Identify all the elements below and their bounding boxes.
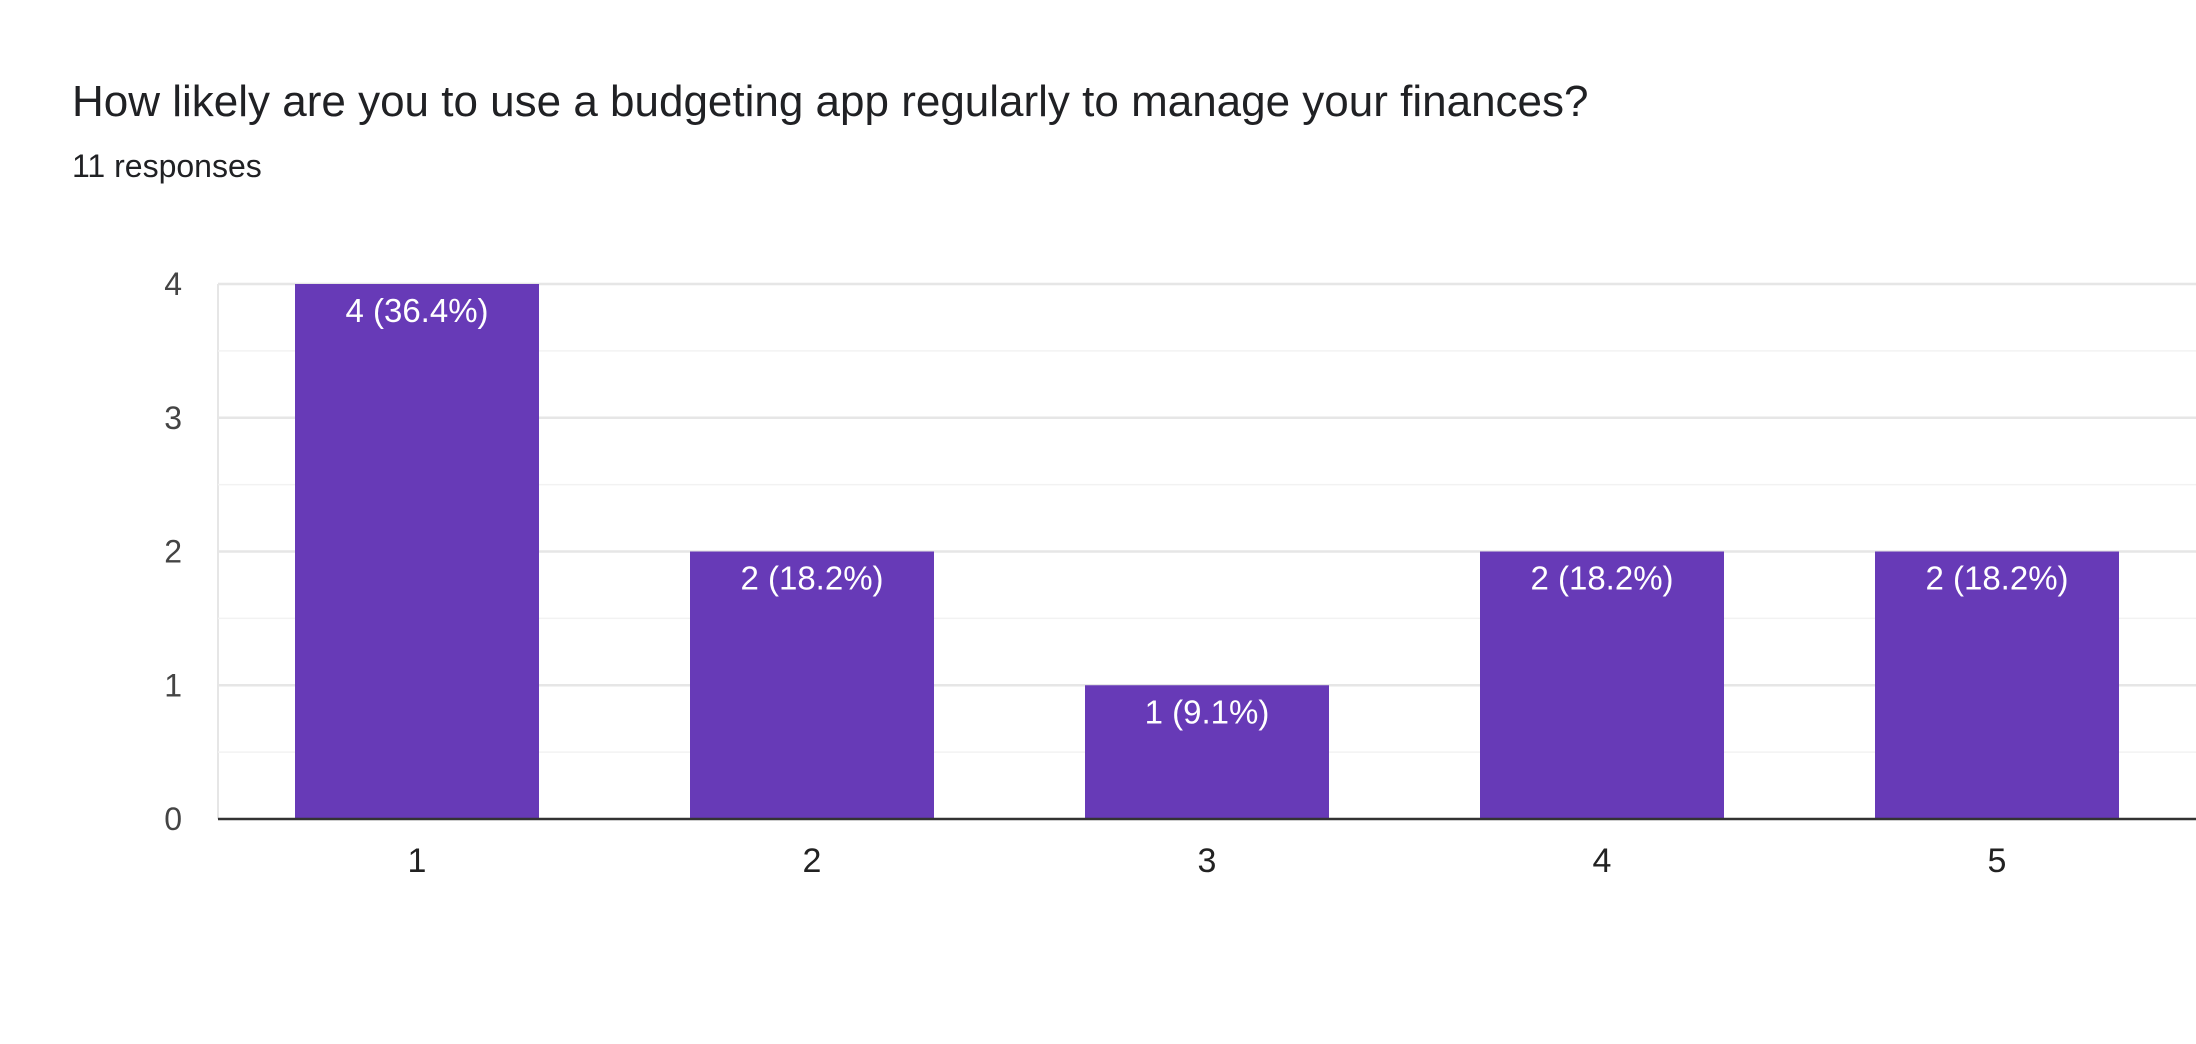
y-tick-label: 4 (164, 266, 182, 302)
grid-lines (217, 282, 2196, 819)
y-tick-label: 0 (164, 801, 182, 837)
x-axis-ticks: 1 2 3 4 5 (408, 842, 2007, 880)
x-tick-label: 1 (408, 842, 427, 880)
bar-3 (1085, 685, 1329, 819)
bar-data-label: 2 (18.2%) (1925, 560, 2068, 597)
y-tick-label: 1 (164, 667, 182, 703)
bar-2 (690, 551, 934, 819)
bar-data-label: 4 (36.4%) (345, 292, 488, 329)
bar-data-label: 2 (18.2%) (1530, 560, 1673, 597)
x-tick-label: 3 (1198, 842, 1217, 880)
bar-4 (1480, 551, 1724, 819)
bar-1 (295, 284, 539, 819)
bar-data-label: 1 (9.1%) (1145, 693, 1270, 730)
response-count: 11 responses (72, 148, 262, 184)
y-tick-label: 3 (164, 400, 182, 436)
x-tick-label: 4 (1593, 842, 1612, 880)
bar-5 (1875, 551, 2119, 819)
bars (295, 284, 2119, 819)
y-tick-label: 2 (164, 534, 182, 570)
x-tick-label: 5 (1988, 842, 2007, 880)
x-tick-label: 2 (803, 842, 822, 880)
y-axis-ticks: 0 1 2 3 4 (164, 266, 182, 837)
chart-title: How likely are you to use a budgeting ap… (72, 77, 1589, 126)
bar-data-label: 2 (18.2%) (740, 560, 883, 597)
bar-data-labels: 4 (36.4%) 2 (18.2%) 1 (9.1%) 2 (18.2%) 2 (18… (345, 292, 2068, 730)
